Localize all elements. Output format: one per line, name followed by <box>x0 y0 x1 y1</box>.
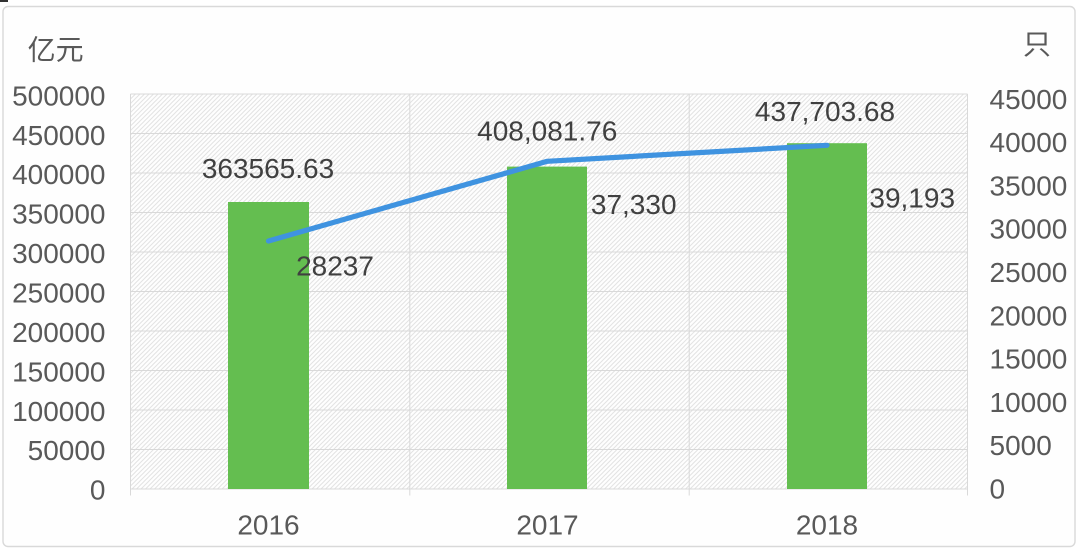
svg-text:5000: 5000 <box>990 430 1052 461</box>
svg-text:35000: 35000 <box>990 170 1068 201</box>
svg-text:28237: 28237 <box>296 251 374 282</box>
svg-text:20000: 20000 <box>990 300 1068 331</box>
svg-text:亿元: 亿元 <box>28 35 84 66</box>
svg-text:400000: 400000 <box>12 159 105 190</box>
svg-text:2016: 2016 <box>237 510 299 541</box>
svg-text:15000: 15000 <box>990 344 1068 375</box>
svg-text:37,330: 37,330 <box>591 189 677 220</box>
svg-text:150000: 150000 <box>12 356 105 387</box>
svg-text:只: 只 <box>1023 29 1051 60</box>
svg-text:408,081.76: 408,081.76 <box>477 116 617 147</box>
svg-text:450000: 450000 <box>12 120 105 151</box>
svg-text:40000: 40000 <box>990 127 1068 158</box>
svg-text:300000: 300000 <box>12 238 105 269</box>
svg-text:50000: 50000 <box>28 435 106 466</box>
svg-text:0: 0 <box>990 474 1006 505</box>
svg-text:500000: 500000 <box>12 80 105 111</box>
svg-text:0: 0 <box>90 475 106 506</box>
svg-text:25000: 25000 <box>990 257 1068 288</box>
svg-text:363565.63: 363565.63 <box>202 153 334 184</box>
svg-text:30000: 30000 <box>990 214 1068 245</box>
svg-text:100000: 100000 <box>12 396 105 427</box>
svg-text:200000: 200000 <box>12 317 105 348</box>
svg-text:45000: 45000 <box>990 84 1068 115</box>
svg-text:2017: 2017 <box>516 510 578 541</box>
svg-text:437,703.68: 437,703.68 <box>755 96 895 127</box>
svg-text:250000: 250000 <box>12 278 105 309</box>
svg-text:39,193: 39,193 <box>869 183 955 214</box>
svg-text:2018: 2018 <box>796 510 858 541</box>
svg-text:10000: 10000 <box>990 387 1068 418</box>
svg-text:350000: 350000 <box>12 199 105 230</box>
